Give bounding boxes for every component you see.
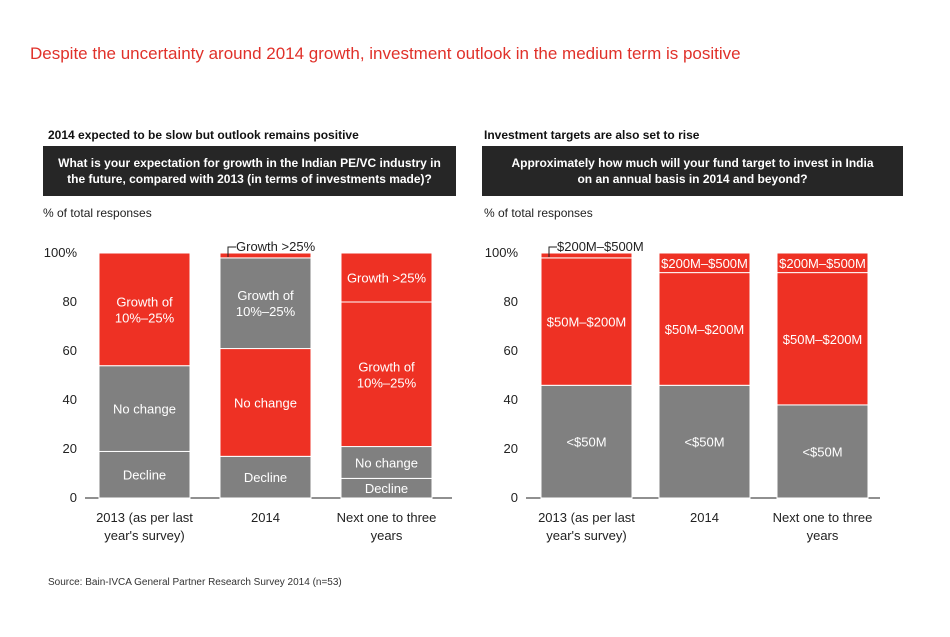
- bar-data-label: Growth of 10%–25%: [357, 359, 417, 390]
- bar-segment: [776, 404, 869, 499]
- bar-data-label: <$50M: [566, 435, 606, 450]
- x-category-label: 2013 (as per last year's survey): [538, 510, 635, 543]
- bar-data-label: No change: [113, 402, 176, 417]
- bar-segment: [540, 252, 633, 259]
- y-tick-label: 100%: [485, 245, 519, 260]
- callout-leader-line: [227, 246, 236, 257]
- right-panel-subtitle: Investment targets are also set to rise: [484, 128, 700, 142]
- right-question-line1: Approximately how much will your fund ta…: [511, 156, 874, 170]
- bar-data-label: Decline: [365, 481, 408, 496]
- bar-segment: [340, 446, 433, 479]
- bar-segment: [219, 348, 312, 457]
- bar-segment: [219, 455, 312, 499]
- bar-segment: [340, 301, 433, 448]
- bar-data-label: <$50M: [802, 444, 842, 459]
- bar-data-label: $50M–$200M: [665, 322, 745, 337]
- bar-data-label: Growth of 10%–25%: [236, 288, 296, 319]
- x-category-label: 2014: [690, 510, 719, 525]
- y-tick-label: 80: [63, 294, 77, 309]
- bar-segment: [219, 257, 312, 350]
- bar-data-label: Growth of 10%–25%: [115, 294, 175, 325]
- bar-segment: [776, 252, 869, 274]
- y-tick-label: 40: [63, 392, 77, 407]
- bar-data-label: <$50M: [684, 435, 724, 450]
- x-category-label: Next one to three years: [773, 510, 873, 543]
- left-question-line2: the future, compared with 2013 (in terms…: [67, 172, 432, 186]
- bar-data-label: $200M–$500M: [661, 256, 748, 271]
- bar-segment: [98, 252, 191, 367]
- bar-data-label: $50M–$200M: [547, 315, 627, 330]
- x-category-label: Next one to three years: [337, 510, 437, 543]
- bar-segment: [98, 365, 191, 452]
- bar-segment: [776, 272, 869, 406]
- bar-data-label: No change: [234, 395, 297, 410]
- bar-segment: [340, 252, 433, 303]
- right-question-box: Approximately how much will your fund ta…: [482, 146, 903, 196]
- source-note: Source: Bain-IVCA General Partner Resear…: [48, 577, 342, 588]
- y-tick-label: 0: [511, 490, 518, 505]
- bar-segment: [540, 384, 633, 499]
- bar-segment: [219, 252, 312, 259]
- right-y-axis-label: % of total responses: [484, 206, 593, 220]
- bar-data-label: $200M–$500M: [779, 256, 866, 271]
- bar-data-label: Decline: [244, 470, 287, 485]
- x-category-label: 2013 (as per last year's survey): [96, 510, 193, 543]
- y-tick-label: 100%: [44, 245, 78, 260]
- bar-data-label: Decline: [123, 468, 166, 483]
- bar-data-label: Growth >25%: [347, 271, 427, 286]
- left-panel-subtitle: 2014 expected to be slow but outlook rem…: [48, 128, 359, 142]
- y-tick-label: 80: [504, 294, 518, 309]
- callout-label: $200M–$500M: [557, 239, 644, 254]
- left-question-line1: What is your expectation for growth in t…: [58, 156, 441, 170]
- bar-segment: [658, 252, 751, 274]
- y-tick-label: 60: [504, 343, 518, 358]
- y-tick-label: 60: [63, 343, 77, 358]
- x-category-label: 2014: [251, 510, 280, 525]
- bar-segment: [540, 257, 633, 386]
- y-tick-label: 40: [504, 392, 518, 407]
- bar-data-label: $50M–$200M: [783, 332, 863, 347]
- y-tick-label: 20: [504, 441, 518, 456]
- bar-data-label: No change: [355, 455, 418, 470]
- y-tick-label: 20: [63, 441, 77, 456]
- right-question-line2: on an annual basis in 2014 and beyond?: [577, 172, 808, 186]
- left-y-axis-label: % of total responses: [43, 206, 152, 220]
- left-question-box: What is your expectation for growth in t…: [43, 146, 456, 196]
- y-tick-label: 0: [70, 490, 77, 505]
- callout-label: Growth >25%: [236, 239, 316, 254]
- bar-segment: [98, 450, 191, 499]
- page-title: Despite the uncertainty around 2014 grow…: [30, 44, 741, 63]
- bar-segment: [658, 272, 751, 386]
- callout-leader-line: [548, 246, 557, 257]
